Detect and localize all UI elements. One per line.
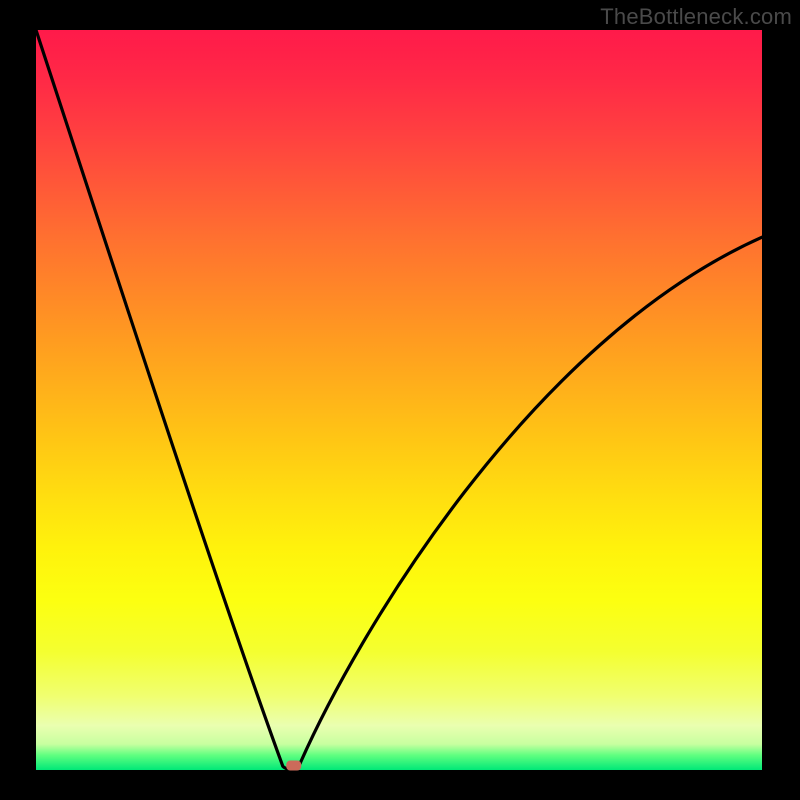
optimal-point-marker xyxy=(286,761,301,771)
chart-stage: TheBottleneck.com xyxy=(0,0,800,800)
watermark-text: TheBottleneck.com xyxy=(600,4,792,30)
plot-gradient-background xyxy=(36,30,762,770)
bottleneck-chart-svg xyxy=(0,0,800,800)
